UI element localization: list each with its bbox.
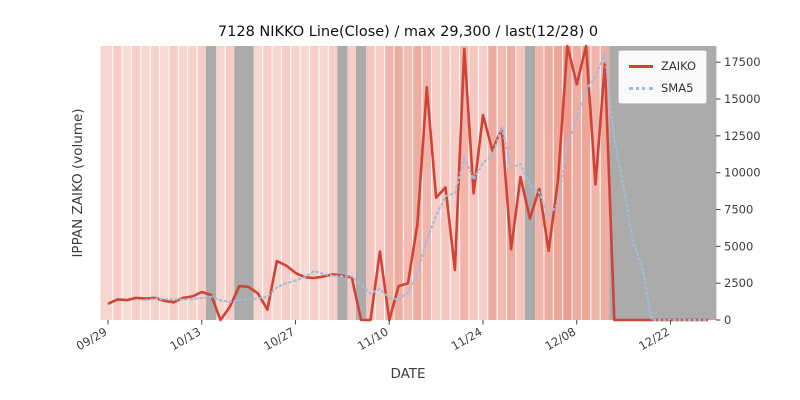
calendar-band-gray <box>627 46 639 320</box>
y-tick-label: 17500 <box>724 55 761 69</box>
calendar-band-red <box>366 46 375 320</box>
calendar-band-gray <box>243 46 254 320</box>
calendar-band-red <box>188 46 197 320</box>
legend-item-sma5: SMA5 <box>629 81 696 95</box>
calendar-band-red <box>600 46 610 320</box>
calendar-band-red <box>497 46 506 320</box>
calendar-band-gray <box>693 46 704 320</box>
calendar-band-red <box>394 46 403 320</box>
calendar-band-red <box>216 46 225 320</box>
legend-swatch-sma5 <box>629 86 653 90</box>
calendar-band-red <box>100 46 113 320</box>
calendar-band-gray <box>646 46 657 320</box>
x-tick-label: 11/10 <box>355 324 391 353</box>
x-tick-label: 09/29 <box>74 324 110 353</box>
y-axis-label: IPPAN ZAIKO (volume) <box>70 108 86 258</box>
legend-label-sma5: SMA5 <box>661 81 694 95</box>
calendar-band-red <box>291 46 300 320</box>
calendar-band-red <box>122 46 131 320</box>
calendar-band-red <box>506 46 516 320</box>
y-tick-label: 12500 <box>724 129 761 143</box>
y-tick-label: 0 <box>724 313 731 327</box>
calendar-band-red <box>581 46 591 320</box>
x-tick-label: 12/08 <box>543 324 579 353</box>
calendar-band-red <box>178 46 188 320</box>
zaiko-line <box>107 44 708 322</box>
calendar-band-gray <box>684 46 695 320</box>
calendar-band-gray <box>656 46 667 320</box>
calendar-band-red <box>375 46 385 320</box>
calendar-band-gray <box>618 46 629 320</box>
calendar-band-red <box>169 46 178 320</box>
calendar-band-red <box>310 46 319 320</box>
calendar-band-red <box>441 46 450 320</box>
x-axis-label: DATE <box>390 366 426 382</box>
calendar-band-gray <box>609 46 620 320</box>
calendar-band-gray <box>665 46 676 320</box>
calendar-band-red <box>197 46 206 320</box>
calendar-band-red <box>131 46 141 320</box>
calendar-band-gray <box>356 46 367 320</box>
x-tick-label: 10/13 <box>168 324 204 353</box>
calendar-band-red <box>141 46 150 320</box>
calendar-band-red <box>225 46 235 320</box>
legend-label-zaiko: ZAIKO <box>661 59 697 73</box>
calendar-band-red <box>422 46 431 320</box>
y-tick-label: 10000 <box>724 166 761 180</box>
calendar-band-gray <box>234 46 245 320</box>
calendar-band-red <box>328 46 338 320</box>
calendar-band-red <box>319 46 328 320</box>
sma5-line <box>144 53 710 322</box>
x-tick-label: 10/27 <box>261 324 297 353</box>
legend: ZAIKO SMA5 <box>618 50 708 104</box>
calendar-band-red <box>150 46 160 320</box>
y-tick-label: 5000 <box>724 239 753 253</box>
x-tick-label: 11/24 <box>449 324 485 353</box>
x-tick-label: 12/22 <box>636 324 672 353</box>
calendar-band-red <box>488 46 497 320</box>
calendar-band-red <box>272 46 281 320</box>
legend-swatch-zaiko <box>629 64 653 68</box>
calendar-band-red <box>385 46 394 320</box>
calendar-band-red <box>347 46 356 320</box>
calendar-band-red <box>572 46 581 320</box>
calendar-band-red <box>253 46 263 320</box>
y-tick-label: 2500 <box>724 276 753 290</box>
calendar-band-gray <box>637 46 648 320</box>
calendar-band-red <box>478 46 488 320</box>
calendar-band-gray <box>337 46 348 320</box>
calendar-band-red <box>535 46 544 320</box>
calendar-band-red <box>544 46 553 320</box>
calendar-band-red <box>281 46 291 320</box>
legend-item-zaiko: ZAIKO <box>629 59 696 73</box>
y-tick-label: 7500 <box>724 203 753 217</box>
calendar-band-red <box>263 46 272 320</box>
calendar-band-gray <box>674 46 685 320</box>
calendar-band-red <box>460 46 469 320</box>
chart-title: 7128 NIKKO Line(Close) / max 29,300 / la… <box>217 24 599 40</box>
calendar-band-red <box>113 46 122 320</box>
calendar-band-red <box>300 46 310 320</box>
calendar-band-gray <box>206 46 217 320</box>
calendar-band-red <box>450 46 460 320</box>
calendar-band-red <box>403 46 413 320</box>
calendar-band-gray <box>702 46 717 320</box>
calendar-band-red <box>413 46 422 320</box>
calendar-band-red <box>563 46 572 320</box>
y-tick-label: 15000 <box>724 92 761 106</box>
calendar-band-red <box>160 46 169 320</box>
